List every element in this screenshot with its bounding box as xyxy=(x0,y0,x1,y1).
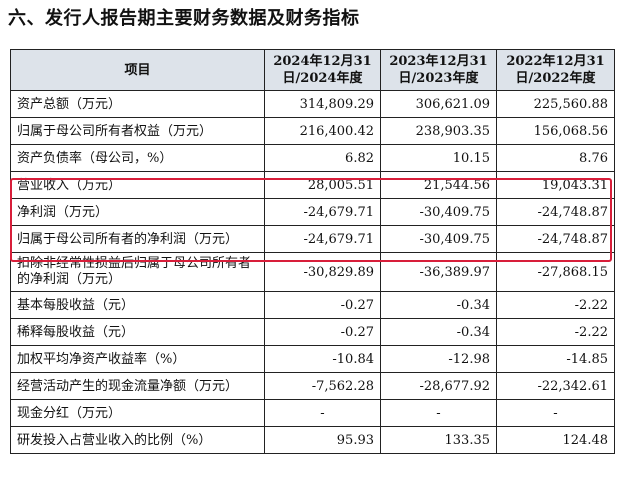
header-item: 项目 xyxy=(10,49,265,91)
row-label: 资产总额（万元） xyxy=(10,90,265,118)
cell-2024: 28,005.51 xyxy=(264,171,381,199)
cell-2024: 6.82 xyxy=(264,144,381,172)
cell-2023: 238,903.35 xyxy=(380,117,497,145)
table-row: 净利润（万元） -24,679.71 -30,409.75 -24,748.87 xyxy=(10,198,615,226)
cell-2024: -24,679.71 xyxy=(264,198,381,226)
row-label: 营业收入（万元） xyxy=(10,171,265,199)
cell-2023: -0.34 xyxy=(380,318,497,346)
cell-2022: - xyxy=(496,399,615,427)
cell-2023: -12.98 xyxy=(380,345,497,373)
table-row: 稀释每股收益（元） -0.27 -0.34 -2.22 xyxy=(10,318,615,346)
cell-2022: -27,868.15 xyxy=(496,252,615,292)
table-row: 加权平均净资产收益率（%） -10.84 -12.98 -14.85 xyxy=(10,345,615,373)
header-2023: 2023年12月31日/2023年度 xyxy=(380,49,497,91)
cell-2023: -30,409.75 xyxy=(380,198,497,226)
table-header-row: 项目 2024年12月31日/2024年度 2023年12月31日/2023年度… xyxy=(10,49,615,91)
cell-2024: -7,562.28 xyxy=(264,372,381,400)
cell-2022: -14.85 xyxy=(496,345,615,373)
row-label: 扣除非经常性损益后归属于母公司所有者的净利润（万元） xyxy=(10,252,265,292)
table-row: 归属于母公司所有者的净利润（万元） -24,679.71 -30,409.75 … xyxy=(10,225,615,253)
financial-data-table: 项目 2024年12月31日/2024年度 2023年12月31日/2023年度… xyxy=(10,49,615,454)
row-label: 资产负债率（母公司，%） xyxy=(10,144,265,172)
cell-2022: 19,043.31 xyxy=(496,171,615,199)
row-label: 加权平均净资产收益率（%） xyxy=(10,345,265,373)
cell-2024: 95.93 xyxy=(264,426,381,454)
table-row: 资产总额（万元） 314,809.29 306,621.09 225,560.8… xyxy=(10,90,615,118)
cell-2022: 225,560.88 xyxy=(496,90,615,118)
table-row: 研发投入占营业收入的比例（%） 95.93 133.35 124.48 xyxy=(10,426,615,454)
row-label: 基本每股收益（元） xyxy=(10,291,265,319)
cell-2023: 306,621.09 xyxy=(380,90,497,118)
table-row: 扣除非经常性损益后归属于母公司所有者的净利润（万元） -30,829.89 -3… xyxy=(10,252,615,292)
cell-2023: -36,389.97 xyxy=(380,252,497,292)
cell-2022: 156,068.56 xyxy=(496,117,615,145)
cell-2023: - xyxy=(380,399,497,427)
row-label: 经营活动产生的现金流量净额（万元） xyxy=(10,372,265,400)
cell-2024: - xyxy=(264,399,381,427)
cell-2024: -0.27 xyxy=(264,318,381,346)
header-2024: 2024年12月31日/2024年度 xyxy=(264,49,381,91)
cell-2024: -30,829.89 xyxy=(264,252,381,292)
table-row: 资产负债率（母公司，%） 6.82 10.15 8.76 xyxy=(10,144,615,172)
header-2022: 2022年12月31日/2022年度 xyxy=(496,49,615,91)
cell-2024: -24,679.71 xyxy=(264,225,381,253)
cell-2024: 314,809.29 xyxy=(264,90,381,118)
table-row: 归属于母公司所有者权益（万元） 216,400.42 238,903.35 15… xyxy=(10,117,615,145)
cell-2022: 124.48 xyxy=(496,426,615,454)
cell-2024: 216,400.42 xyxy=(264,117,381,145)
cell-2024: -10.84 xyxy=(264,345,381,373)
cell-2022: -22,342.61 xyxy=(496,372,615,400)
row-label: 稀释每股收益（元） xyxy=(10,318,265,346)
cell-2024: -0.27 xyxy=(264,291,381,319)
cell-2023: 21,544.56 xyxy=(380,171,497,199)
table-row: 基本每股收益（元） -0.27 -0.34 -2.22 xyxy=(10,291,615,319)
cell-2023: -30,409.75 xyxy=(380,225,497,253)
cell-2023: -0.34 xyxy=(380,291,497,319)
cell-2023: -28,677.92 xyxy=(380,372,497,400)
row-label: 研发投入占营业收入的比例（%） xyxy=(10,426,265,454)
cell-2022: -24,748.87 xyxy=(496,198,615,226)
cell-2022: 8.76 xyxy=(496,144,615,172)
table-row: 经营活动产生的现金流量净额（万元） -7,562.28 -28,677.92 -… xyxy=(10,372,615,400)
cell-2022: -2.22 xyxy=(496,291,615,319)
table-row: 营业收入（万元） 28,005.51 21,544.56 19,043.31 xyxy=(10,171,615,199)
row-label: 归属于母公司所有者权益（万元） xyxy=(10,117,265,145)
section-title: 六、发行人报告期主要财务数据及财务指标 xyxy=(8,8,360,29)
cell-2022: -24,748.87 xyxy=(496,225,615,253)
cell-2022: -2.22 xyxy=(496,318,615,346)
row-label: 净利润（万元） xyxy=(10,198,265,226)
cell-2023: 10.15 xyxy=(380,144,497,172)
row-label: 归属于母公司所有者的净利润（万元） xyxy=(10,225,265,253)
cell-2023: 133.35 xyxy=(380,426,497,454)
table-row: 现金分红（万元） - - - xyxy=(10,399,615,427)
row-label: 现金分红（万元） xyxy=(10,399,265,427)
